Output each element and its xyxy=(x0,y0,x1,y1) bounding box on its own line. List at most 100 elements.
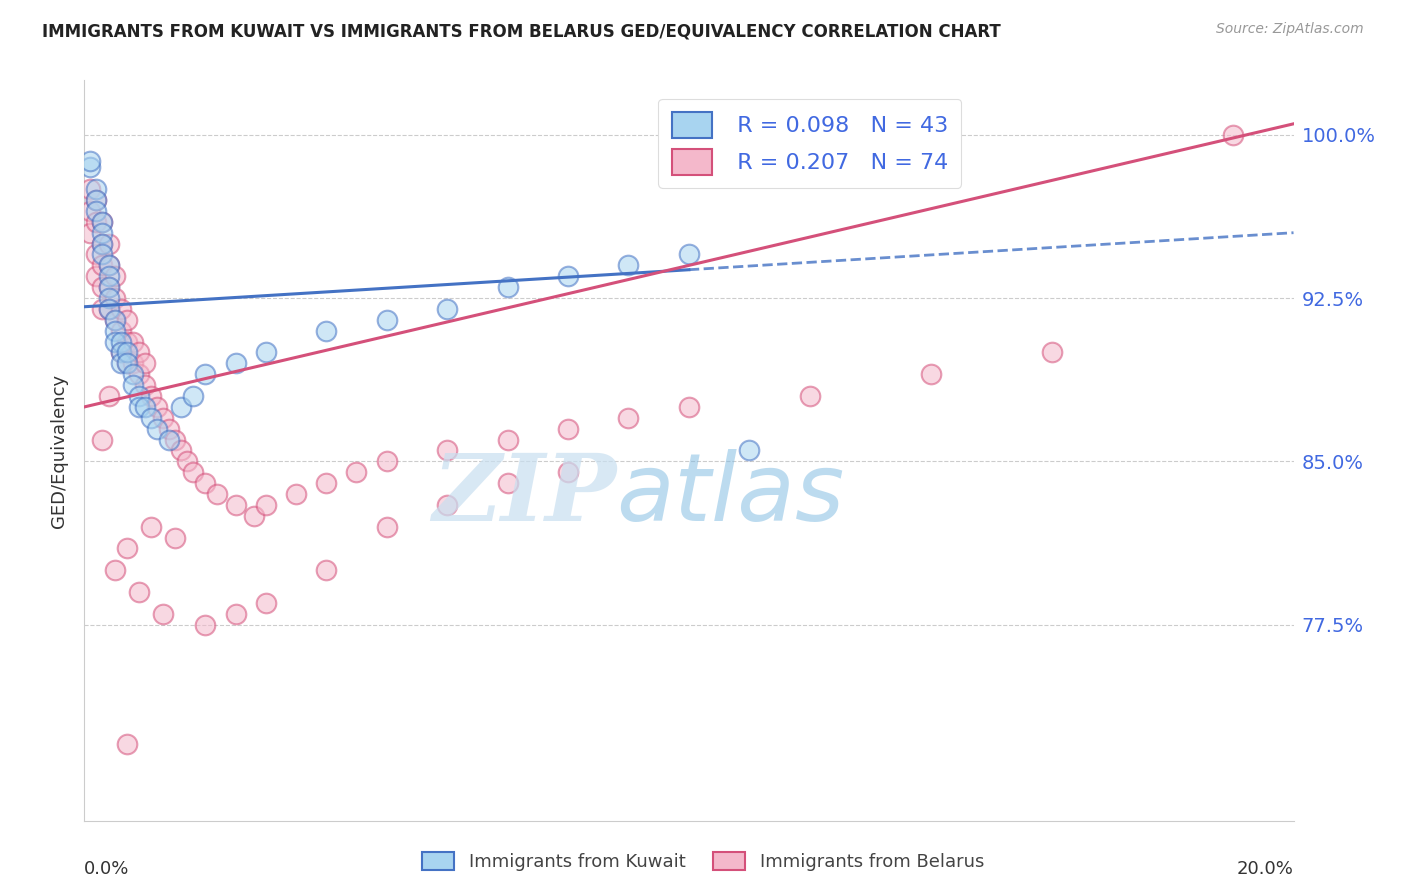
Point xyxy=(86,193,108,207)
Point xyxy=(225,356,247,370)
Point xyxy=(152,410,174,425)
Point xyxy=(165,531,187,545)
Point xyxy=(91,258,114,272)
Point xyxy=(121,368,143,382)
Point xyxy=(128,400,150,414)
Point xyxy=(254,345,277,359)
Point xyxy=(104,269,127,284)
Point xyxy=(86,182,108,196)
Point xyxy=(79,153,101,168)
Point xyxy=(79,203,101,218)
Point xyxy=(170,400,193,414)
Point xyxy=(104,313,127,327)
Point xyxy=(557,465,579,479)
Text: 0.0%: 0.0% xyxy=(84,860,129,878)
Point xyxy=(436,498,458,512)
Point xyxy=(97,291,120,305)
Point xyxy=(91,236,114,251)
Point xyxy=(110,324,132,338)
Text: atlas: atlas xyxy=(616,450,845,541)
Point xyxy=(91,280,114,294)
Point xyxy=(496,280,519,294)
Point xyxy=(115,738,138,752)
Point xyxy=(165,433,187,447)
Point xyxy=(146,422,169,436)
Point xyxy=(170,443,193,458)
Point xyxy=(115,334,138,349)
Point xyxy=(134,378,156,392)
Legend:   R = 0.098   N = 43,   R = 0.207   N = 74: R = 0.098 N = 43, R = 0.207 N = 74 xyxy=(658,99,962,188)
Point xyxy=(738,443,761,458)
Point xyxy=(97,301,120,316)
Point xyxy=(496,476,519,491)
Point xyxy=(799,389,821,403)
Point xyxy=(121,356,143,370)
Point xyxy=(86,203,108,218)
Point xyxy=(110,334,132,349)
Point xyxy=(121,378,143,392)
Point xyxy=(115,541,138,556)
Point xyxy=(86,247,108,261)
Point xyxy=(91,226,114,240)
Point xyxy=(97,301,120,316)
Point xyxy=(375,519,398,533)
Point xyxy=(920,368,942,382)
Point xyxy=(194,476,217,491)
Point xyxy=(375,454,398,468)
Point xyxy=(79,182,101,196)
Point xyxy=(315,476,337,491)
Point xyxy=(110,301,132,316)
Point xyxy=(128,585,150,599)
Point xyxy=(225,607,247,621)
Point xyxy=(97,258,120,272)
Point xyxy=(194,617,217,632)
Point xyxy=(110,345,132,359)
Point xyxy=(97,389,120,403)
Point xyxy=(86,215,108,229)
Point xyxy=(194,368,217,382)
Point xyxy=(375,313,398,327)
Point xyxy=(104,324,127,338)
Point xyxy=(97,280,120,294)
Point xyxy=(128,368,150,382)
Point xyxy=(97,269,120,284)
Point xyxy=(115,345,138,359)
Point xyxy=(79,161,101,175)
Point xyxy=(557,422,579,436)
Text: IMMIGRANTS FROM KUWAIT VS IMMIGRANTS FROM BELARUS GED/EQUIVALENCY CORRELATION CH: IMMIGRANTS FROM KUWAIT VS IMMIGRANTS FRO… xyxy=(42,22,1001,40)
Point xyxy=(97,258,120,272)
Point xyxy=(104,563,127,577)
Y-axis label: GED/Equivalency: GED/Equivalency xyxy=(51,374,69,527)
Point xyxy=(115,356,138,370)
Point xyxy=(104,313,127,327)
Point xyxy=(139,410,162,425)
Point xyxy=(225,498,247,512)
Point xyxy=(617,410,640,425)
Point xyxy=(496,433,519,447)
Point xyxy=(86,269,108,284)
Text: Source: ZipAtlas.com: Source: ZipAtlas.com xyxy=(1216,22,1364,37)
Point xyxy=(97,280,120,294)
Point xyxy=(91,236,114,251)
Point xyxy=(557,269,579,284)
Point xyxy=(97,236,120,251)
Point xyxy=(436,301,458,316)
Point xyxy=(157,433,180,447)
Text: ZIP: ZIP xyxy=(432,450,616,540)
Point xyxy=(254,498,277,512)
Point xyxy=(139,389,162,403)
Point xyxy=(110,356,132,370)
Point xyxy=(134,356,156,370)
Point xyxy=(242,508,264,523)
Point xyxy=(139,519,162,533)
Point xyxy=(91,433,114,447)
Point xyxy=(115,313,138,327)
Point xyxy=(176,454,198,468)
Point xyxy=(134,400,156,414)
Point xyxy=(617,258,640,272)
Point xyxy=(1222,128,1244,142)
Point xyxy=(121,334,143,349)
Point xyxy=(115,356,138,370)
Legend: Immigrants from Kuwait, Immigrants from Belarus: Immigrants from Kuwait, Immigrants from … xyxy=(415,845,991,879)
Point xyxy=(86,193,108,207)
